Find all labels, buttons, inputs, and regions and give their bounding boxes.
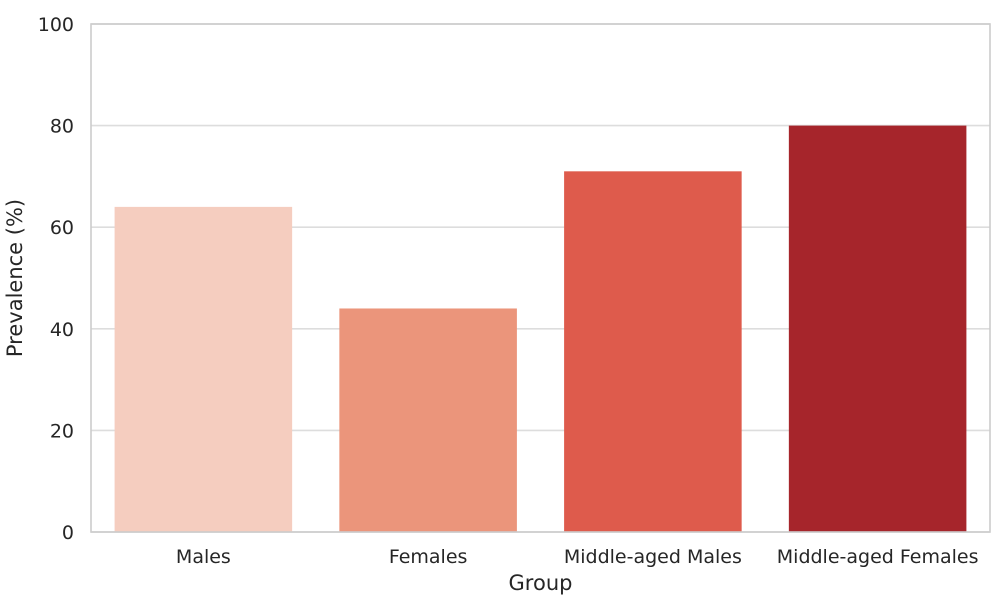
x-tick-label: Females xyxy=(389,546,468,568)
x-tick-label: Middle-aged Males xyxy=(564,546,742,568)
y-tick-labels: 0 20 40 60 80 100 xyxy=(38,14,74,544)
x-axis-title: Group xyxy=(509,571,573,595)
y-axis-title: Prevalence (%) xyxy=(3,199,27,357)
y-tick-label: 0 xyxy=(62,522,74,544)
bars xyxy=(114,125,967,532)
bar-females xyxy=(339,308,517,532)
y-tick-label: 20 xyxy=(50,420,74,442)
plot-frame xyxy=(90,23,991,533)
x-tick-label: Males xyxy=(176,546,231,568)
x-tick-labels: Males Females Middle-aged Males Middle-aged… xyxy=(176,546,979,568)
y-tick-label: 100 xyxy=(38,14,74,36)
y-tick-label: 80 xyxy=(50,116,74,138)
bar-middle-aged-males xyxy=(564,171,742,532)
bar-middle-aged-females xyxy=(788,125,967,532)
x-tick-label: Middle-aged Females xyxy=(777,546,979,568)
y-tick-label: 40 xyxy=(50,319,74,341)
bar-males xyxy=(114,206,293,532)
y-tick-label: 60 xyxy=(50,217,74,239)
